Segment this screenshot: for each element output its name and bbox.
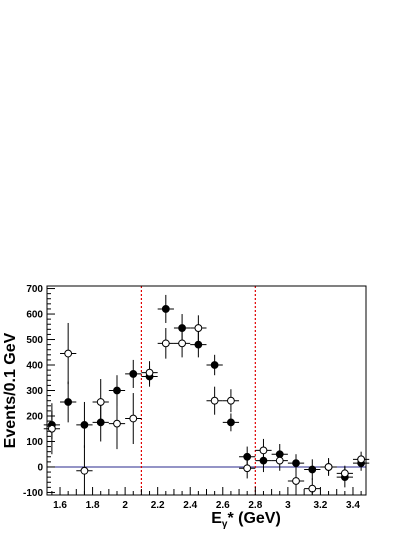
x-tick-label: 2.4 <box>183 500 197 511</box>
y-tick-label: 0 <box>37 462 43 473</box>
marker-open <box>161 339 170 348</box>
marker-open <box>64 349 73 358</box>
marker-open <box>178 339 186 348</box>
x-axis-title-rest: * (GeV) <box>227 510 280 527</box>
x-axis-title: Eγ* (GeV) <box>211 510 281 530</box>
y-tick-label: 700 <box>26 284 43 295</box>
marker-filled <box>292 459 300 468</box>
marker-filled <box>129 370 138 378</box>
data-point-filled <box>304 459 321 480</box>
marker-open <box>96 398 105 406</box>
data-point-filled <box>125 359 142 388</box>
marker-open <box>145 368 154 377</box>
marker-open <box>47 424 56 433</box>
data-point-open <box>239 458 256 479</box>
marker-filled <box>64 398 73 406</box>
data-point-open <box>157 328 174 359</box>
plot-frame <box>46 285 367 496</box>
marker-open <box>292 477 300 485</box>
y-tick-label: 200 <box>26 411 43 422</box>
marker-open <box>210 396 219 405</box>
data-point-filled <box>206 354 223 376</box>
y-tick-label: 600 <box>26 310 43 321</box>
data-point-open <box>76 445 93 495</box>
x-axis-title-subscript: γ <box>222 519 228 530</box>
marker-open <box>275 456 284 465</box>
marker-open <box>80 466 89 475</box>
y-tick-label: 300 <box>26 386 43 397</box>
y-axis-title: Events/0.1 GeV <box>2 332 19 448</box>
x-axis-title-main: E <box>211 510 222 527</box>
marker-open <box>113 419 121 428</box>
marker-open <box>243 464 252 473</box>
data-point-open <box>43 403 61 455</box>
data-point-open <box>60 322 77 385</box>
marker-filled <box>308 465 317 474</box>
data-point-open <box>255 438 272 462</box>
data-point-open <box>206 386 223 415</box>
x-tick-label: 3 <box>285 500 291 511</box>
data-point-filled <box>76 401 93 448</box>
data-point-filled <box>157 294 174 323</box>
data-point-open <box>336 465 353 481</box>
marker-filled <box>210 361 219 369</box>
data-point-open <box>222 389 240 413</box>
data-point-open <box>320 458 337 476</box>
data-point-open <box>108 398 126 450</box>
x-tick-label: 2.8 <box>248 500 262 511</box>
data-point-open <box>352 451 370 467</box>
y-tick-label: 400 <box>26 361 43 372</box>
marker-filled <box>194 340 203 349</box>
marker-filled <box>113 386 121 395</box>
data-point-open <box>125 393 142 445</box>
marker-open <box>357 455 366 464</box>
marker-open <box>340 469 349 478</box>
x-tick-label: 2.6 <box>216 500 230 511</box>
data-point-open <box>271 450 288 471</box>
x-tick-label: 2.2 <box>151 500 165 511</box>
marker-open <box>129 414 138 423</box>
data-point-filled <box>287 454 305 473</box>
x-tick-label: 1.8 <box>86 500 100 511</box>
data-point-open <box>92 379 109 425</box>
data-point-filled <box>222 413 240 432</box>
y-tick-label: 500 <box>26 335 43 346</box>
x-tick-label: 2 <box>122 500 128 511</box>
data-point-filled <box>60 381 77 423</box>
marker-open <box>259 446 268 455</box>
marker-open <box>227 396 235 405</box>
data-point-open <box>141 361 158 385</box>
x-tick-label: 3.4 <box>346 500 360 511</box>
marker-filled <box>227 418 235 427</box>
x-tick-label: 1.6 <box>53 500 67 511</box>
data-point-open <box>287 469 305 493</box>
x-tick-label: 3.2 <box>313 500 327 511</box>
y-tick-label: 100 <box>26 437 43 448</box>
data-point-filled <box>173 314 191 343</box>
marker-filled <box>80 421 89 429</box>
marker-open <box>324 463 333 471</box>
data-point-open <box>190 315 207 341</box>
y-tick-label: -100 <box>23 488 43 499</box>
data-point-filled <box>190 331 207 358</box>
marker-filled <box>161 305 170 313</box>
marker-open <box>194 324 203 332</box>
data-point-open <box>173 329 191 358</box>
